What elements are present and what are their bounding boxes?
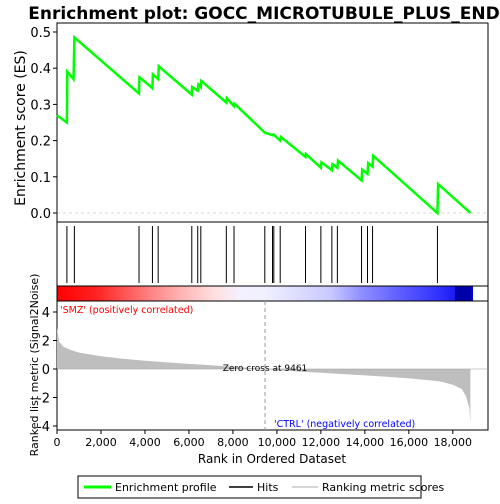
x-tick-label: 12,000 [302,436,341,449]
legend-enrichment-label: Enrichment profile [115,481,217,494]
es-ytick-label: 0.3 [30,98,51,113]
x-tick-label: 2,000 [85,436,117,449]
es-panel-ticks: 0.0 0.1 0.2 0.3 0.4 0.5 [30,26,488,222]
x-tick-label: 6,000 [173,436,205,449]
x-tick-label: 16,000 [390,436,429,449]
legend-metric-label: Ranking metric scores [322,481,444,494]
x-tick-label: 10,000 [258,436,297,449]
legend: Enrichment profile Hits Ranking metric s… [77,475,444,499]
es-ylabel: Enrichment score (ES) [13,50,29,206]
x-tick-label: 18,000 [434,436,473,449]
ranked-ytick-label: 0 [42,363,50,378]
negative-correlation-label: 'CTRL' (negatively correlated) [274,419,415,430]
ranking-heat-band-tail [455,286,471,301]
ranked-ylabel: Ranked list metric (Signal2Noise) [28,274,41,457]
zero-cross-annotation: Zero cross at 9461 [223,364,308,374]
x-tick-label: 14,000 [346,436,385,449]
es-panel-frame [56,22,489,223]
ranked-ytick-label: 2 [42,335,50,350]
x-axis-label: Rank in Ordered Dataset [198,452,346,466]
ranked-ytick-label: -2 [37,392,50,407]
x-tick-label: 4,000 [129,436,161,449]
chart-title: Enrichment plot: GOCC_MICROTUBULE_PLUS_E… [28,4,499,24]
x-tick-label: 0 [54,436,61,449]
hits-ticks [66,226,438,283]
x-axis-ticks: 0 2,000 4,000 6,000 8,000 10,000 12,000 14,000 1… [54,430,473,449]
es-ytick-label: 0.2 [30,135,51,150]
ranked-ytick-label: 4 [42,306,50,321]
positive-correlation-label: 'SMZ' (positively correlated) [60,305,193,316]
es-ytick-label: 0.1 [30,171,51,186]
ranked-ytick-label: -4 [37,420,50,435]
es-ytick-label: 0.5 [30,26,51,41]
ranking-heat-band [57,286,473,301]
ranked-panel-ticks: 4 2 0 -2 -4 [37,306,57,435]
es-ytick-label: 0.4 [30,62,51,77]
ranking-metric-area [57,327,471,424]
x-tick-label: 8,000 [217,436,249,449]
es-ytick-label: 0.0 [30,207,51,222]
legend-hits-label: Hits [257,481,279,494]
enrichment-profile-line [56,34,472,216]
